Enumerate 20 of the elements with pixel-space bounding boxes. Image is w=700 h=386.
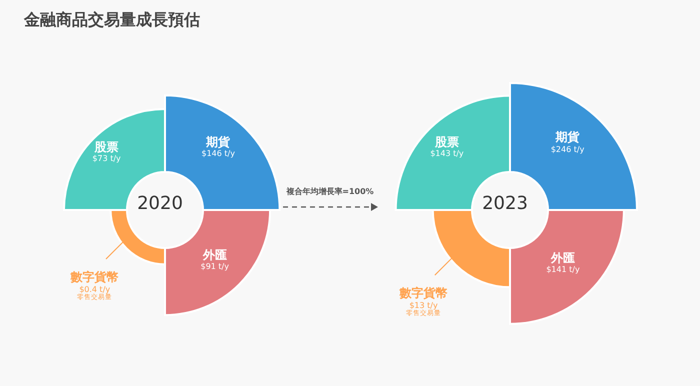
data-label: $13 t/y: [409, 300, 438, 310]
data-label: $143 t/y: [429, 149, 465, 159]
data-label: $0.4 t/y: [79, 284, 110, 294]
text: 金融商品交易量成長預估: [24, 10, 200, 31]
data-label: $91 t/y: [200, 262, 230, 272]
text: 2020: [136, 193, 184, 214]
category-label: 外匯: [550, 250, 576, 266]
category-label: 數字貨幣: [398, 286, 449, 301]
category-label: 股票: [93, 140, 120, 154]
data-label: $141 t/y: [545, 265, 581, 275]
text: 複合年均增長率=100%: [285, 186, 375, 197]
category-label: 期貨: [554, 130, 581, 145]
data-label: $146 t/y: [200, 149, 236, 159]
category-label: 外匯: [202, 248, 228, 262]
category-label: 股票: [434, 134, 460, 150]
data-label: $73 t/y: [91, 154, 122, 164]
category-label: 期貨: [205, 134, 232, 150]
category-label: 數字貨幣: [69, 270, 120, 285]
text: 2023: [481, 193, 529, 214]
data-label: $246 t/y: [550, 144, 586, 154]
